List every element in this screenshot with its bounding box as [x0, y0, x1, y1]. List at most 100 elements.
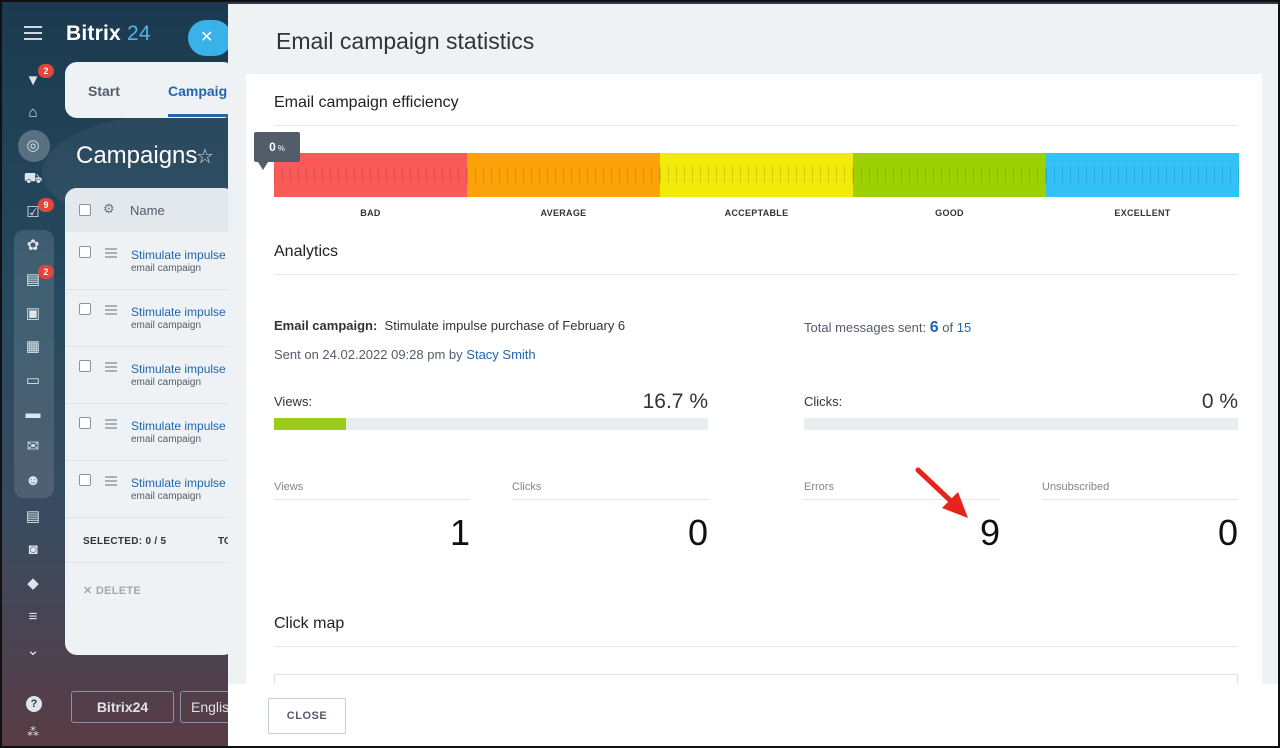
scale-average — [467, 153, 660, 197]
robot-icon[interactable]: ◙ — [28, 541, 38, 558]
click-map-area — [274, 674, 1238, 686]
statistics-panel: Email campaign statistics Email campaign… — [228, 4, 1278, 746]
row-name[interactable]: Stimulate impulse — [131, 476, 226, 490]
settings-sliders-icon[interactable]: ≡ — [28, 608, 38, 625]
scale-acceptable — [660, 153, 853, 197]
campaign-name: Stimulate impulse purchase of February 6 — [384, 318, 626, 333]
total-sent: Total messages sent: 6 of 15 — [804, 319, 972, 336]
row-type: email campaign — [131, 263, 202, 274]
drag-handle-icon[interactable] — [105, 476, 117, 488]
funnel-icon[interactable]: ▼ — [25, 72, 41, 89]
efficiency-scale — [274, 153, 1239, 197]
close-button[interactable]: CLOSE — [268, 698, 346, 734]
drag-handle-icon[interactable] — [105, 305, 117, 317]
table-row[interactable]: Stimulate impulse email campaign — [65, 460, 235, 518]
level-label: AVERAGE — [540, 208, 587, 218]
panel-title: Email campaign statistics — [276, 28, 535, 54]
groups-icon[interactable]: ☻ — [25, 472, 41, 489]
efficiency-title: Email campaign efficiency — [274, 94, 459, 111]
analytics-title: Analytics — [274, 243, 339, 260]
efficiency-marker: 0% — [254, 132, 300, 170]
tabs-card — [65, 62, 235, 118]
row-name[interactable]: Stimulate impulse — [131, 419, 226, 433]
nav-badge: 2 — [38, 64, 54, 78]
row-checkbox[interactable] — [79, 360, 91, 372]
star-icon[interactable]: ☆ — [196, 146, 214, 168]
drag-handle-icon[interactable] — [105, 248, 117, 260]
footer-brand-button[interactable]: Bitrix24 — [71, 691, 174, 723]
clicks-percent: 0 % — [1201, 390, 1238, 413]
row-name[interactable]: Stimulate impulse — [131, 362, 226, 376]
row-type: email campaign — [131, 377, 202, 388]
level-label: GOOD — [935, 208, 964, 218]
gear-icon[interactable]: ⚙ — [103, 201, 115, 216]
mail-icon[interactable]: ✉ — [26, 438, 40, 455]
row-checkbox[interactable] — [79, 303, 91, 315]
row-type: email campaign — [131, 320, 202, 331]
tab-campaigns[interactable]: Campaign — [168, 83, 236, 99]
stat-unsubscribed: Unsubscribed 0 — [1042, 481, 1238, 553]
row-name[interactable]: Stimulate impulse — [131, 248, 226, 262]
drag-handle-icon[interactable] — [105, 419, 117, 431]
network-icon[interactable]: ⁂ — [27, 725, 39, 739]
table-row[interactable]: Stimulate impulse email campaign — [65, 346, 235, 404]
scale-excellent — [1046, 153, 1239, 197]
help-icon[interactable]: ? — [26, 696, 42, 712]
feed-icon[interactable]: ▤ — [25, 271, 41, 288]
select-all-checkbox[interactable] — [79, 204, 91, 216]
sent-info: Sent on 24.02.2022 09:28 pm by Stacy Smi… — [274, 347, 536, 362]
close-icon: ✕ — [83, 585, 96, 597]
cart-icon[interactable]: ⛟ — [23, 170, 43, 187]
page-title: Campaigns — [76, 142, 198, 169]
level-label: BAD — [360, 208, 381, 218]
table-row[interactable]: Stimulate impulse email campaign — [65, 403, 235, 461]
author-link[interactable]: Stacy Smith — [466, 347, 536, 362]
background-app: ▼ 2 ⌂ ◎ ⛟ ☑ 9 ✿ ▤ 2 ▣ ▦ ▭ ▬ ✉ ☻ ▤ ◙ ◆ ≡ … — [2, 2, 342, 746]
delete-button[interactable]: ✕ DELETE — [83, 585, 142, 597]
table-row[interactable]: Stimulate impulse email campaign — [65, 232, 235, 290]
brand-logo: Bitrix 24 — [66, 22, 151, 45]
views-percent: 16.7 % — [642, 390, 708, 413]
drag-handle-icon[interactable] — [105, 362, 117, 374]
tasks-icon[interactable]: ☑ — [26, 204, 40, 221]
selected-count: SELECTED: 0 / 5 — [83, 536, 167, 547]
panel-footer: CLOSE — [228, 684, 1278, 746]
views-label: Views: — [274, 394, 313, 409]
total-label: TO — [218, 536, 232, 547]
sites-icon[interactable]: ✿ — [26, 237, 40, 254]
document-icon[interactable]: ▭ — [25, 372, 41, 389]
statistics-content: Email campaign efficiency 0% BAD AVERAGE… — [246, 74, 1262, 686]
clicks-bar — [804, 418, 1238, 430]
scale-bad — [274, 153, 467, 197]
row-type: email campaign — [131, 434, 202, 445]
row-checkbox[interactable] — [79, 246, 91, 258]
close-icon: ✕ — [200, 29, 214, 46]
tab-start[interactable]: Start — [88, 83, 120, 99]
campaign-list: ⚙ Name Stimulate impulse email campaign … — [65, 188, 235, 655]
stat-views: Views 1 — [274, 481, 470, 553]
table-row[interactable]: Stimulate impulse email campaign — [65, 289, 235, 347]
contacts-icon[interactable]: ▤ — [25, 508, 41, 525]
list-header: ⚙ Name — [65, 188, 235, 232]
row-checkbox[interactable] — [79, 474, 91, 486]
shop-icon[interactable]: ⌂ — [28, 104, 38, 121]
column-name: Name — [130, 203, 165, 218]
clicks-label: Clicks: — [804, 394, 843, 409]
target-icon[interactable]: ◎ — [26, 137, 40, 154]
box-icon[interactable]: ◆ — [27, 575, 39, 592]
campaign-info: Email campaign: Stimulate impulse purcha… — [274, 318, 626, 333]
level-label: EXCELLENT — [1114, 208, 1171, 218]
more-icon[interactable]: ⌄ — [26, 642, 40, 659]
row-name[interactable]: Stimulate impulse — [131, 305, 226, 319]
nav-badge: 9 — [38, 198, 54, 212]
chat-icon[interactable]: ▣ — [25, 305, 41, 322]
nav-badge: 2 — [38, 265, 54, 279]
row-type: email campaign — [131, 491, 202, 502]
calendar-icon[interactable]: ▦ — [25, 338, 41, 355]
stat-errors[interactable]: Errors 9 — [804, 481, 1000, 553]
menu-icon[interactable] — [24, 26, 42, 40]
drive-icon[interactable]: ▬ — [25, 405, 41, 422]
views-bar — [274, 418, 708, 430]
close-slider-button[interactable]: ✕ — [188, 20, 232, 56]
row-checkbox[interactable] — [79, 417, 91, 429]
